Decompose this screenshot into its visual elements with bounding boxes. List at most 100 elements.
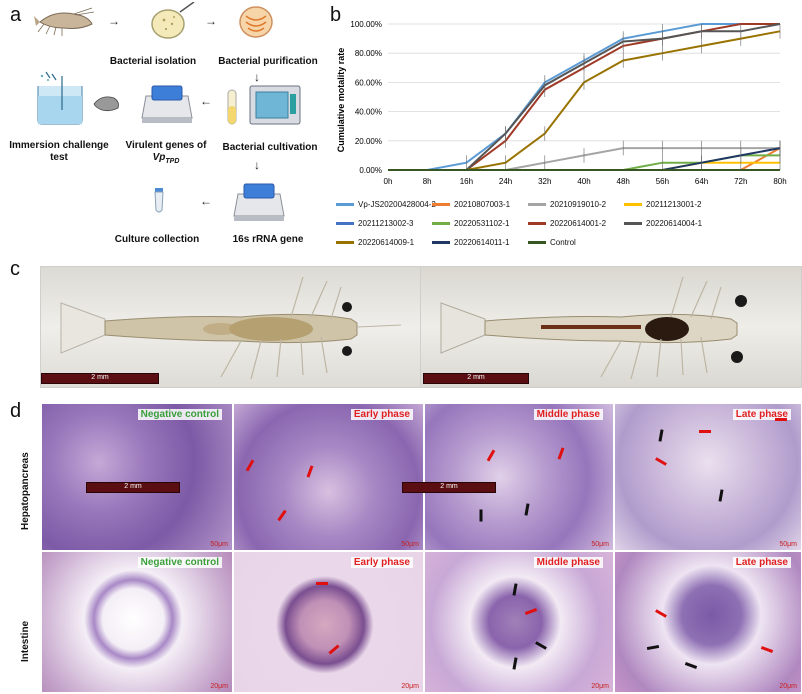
- row-label-hepatopancreas: Hepatopancreas: [20, 452, 31, 530]
- y-tick-label: 40.00%: [355, 108, 382, 117]
- aquarium-tank-icon: [37, 71, 83, 125]
- x-tick-label: 32h: [538, 177, 551, 186]
- red-pointer-arrow: [655, 457, 667, 466]
- bacterial-cultivation-label: Bacterial cultivation: [222, 142, 318, 153]
- histology-phase-title: Middle phase: [533, 557, 603, 568]
- legend-item: 20220614004-1: [624, 219, 702, 228]
- histology-phase-title: Late phase: [732, 409, 791, 420]
- sequencer-icon: [233, 183, 285, 221]
- legend-item: 20210919010-2: [528, 200, 606, 209]
- chart-x-ticks: 0h 8h 16h 24h 32h 40h 48h 56h 64h 72h 80h: [384, 177, 787, 186]
- legend-label: 20211213002-3: [358, 219, 414, 228]
- chart-lines: [388, 23, 781, 171]
- immersion-challenge-label: Immersion challenge test: [9, 140, 109, 163]
- black-pointer-arrow: [646, 644, 660, 651]
- histology-phase-title: Negative control: [137, 409, 222, 420]
- black-pointer-arrow: [658, 429, 664, 442]
- legend-swatch: [624, 222, 642, 225]
- scale-bar: 2 mm: [423, 373, 529, 384]
- red-pointer-arrow: [699, 430, 711, 433]
- legend-label: 20220614004-1: [646, 219, 703, 228]
- flow-arrow: →: [108, 14, 120, 28]
- micro-scale-label: 20μm: [401, 683, 419, 690]
- black-pointer-arrow: [524, 503, 530, 516]
- legend-swatch: [624, 203, 642, 206]
- legend-swatch: [432, 241, 450, 244]
- legend-swatch: [336, 241, 354, 244]
- row-label-intestine: Intestine: [20, 620, 31, 662]
- legend-label: Vp-JS20200428004-2: [358, 200, 436, 209]
- legend-label: 20220614009-1: [358, 238, 415, 247]
- legend-swatch: [336, 222, 354, 225]
- vial-icon: [154, 188, 164, 213]
- legend-item: 20220614001-2: [528, 219, 606, 228]
- histology-phase-title: Middle phase: [533, 409, 603, 420]
- y-tick-label: 80.00%: [355, 49, 382, 58]
- micro-scale-label: 50μm: [210, 541, 228, 548]
- y-tick-label: 0.00%: [359, 166, 382, 175]
- red-pointer-arrow: [655, 609, 667, 618]
- legend-item: 20220531102-1: [432, 219, 509, 228]
- legend-swatch: [432, 222, 450, 225]
- legend-item: Vp-JS20200428004-2: [336, 200, 436, 209]
- histology-image: Middle phase 20μm: [425, 552, 613, 692]
- shrimp-larva-image: [440, 276, 747, 380]
- shrimp-larva-image: [60, 276, 402, 380]
- histology-phase-title: Negative control: [137, 557, 222, 568]
- shrimp-small-icon: [93, 96, 119, 112]
- red-pointer-arrow: [277, 509, 287, 522]
- culture-collection-label: Culture collection: [114, 234, 200, 245]
- histology-image: Early phase 20μm: [234, 552, 423, 692]
- mortality-chart: 0.00% 20.00% 40.00% 60.00% 80.00% 100.00% 0h 8…: [336, 20, 787, 186]
- histology-phase-title: Early phase: [350, 557, 413, 568]
- panel-label-b: b: [330, 4, 342, 26]
- red-pointer-arrow: [316, 582, 328, 585]
- legend-label: 20220614011-1: [454, 238, 510, 247]
- x-tick-label: 56h: [656, 177, 669, 186]
- black-pointer-arrow: [684, 662, 698, 669]
- legend-label: 20220531102-1: [454, 219, 510, 228]
- x-tick-label: 24h: [499, 177, 512, 186]
- legend-label: 20210807003-1: [454, 200, 511, 209]
- histology-phase-title: Late phase: [732, 557, 791, 568]
- histology-phase-title: Early phase: [350, 409, 413, 420]
- histology-image: Early phase 50μm: [234, 404, 423, 550]
- legend-item: 20211213002-3: [336, 219, 413, 228]
- y-tick-label: 20.00%: [355, 137, 382, 146]
- chart-y-axis-label: Cumulative motality rate: [336, 48, 346, 153]
- black-pointer-arrow: [718, 489, 724, 502]
- red-pointer-arrow: [524, 608, 538, 615]
- petri-dish-icon: [151, 2, 195, 39]
- histology-image: Middle phase 50μm: [425, 404, 613, 550]
- x-tick-label: 8h: [423, 177, 432, 186]
- x-tick-label: 48h: [617, 177, 630, 186]
- micro-scale-label: 50μm: [779, 541, 797, 548]
- black-pointer-arrow: [479, 509, 483, 522]
- histology-image: Negative control 20μm: [42, 552, 232, 692]
- histology-image: Late phase 20μm: [615, 552, 801, 692]
- y-tick-label: 60.00%: [355, 78, 382, 87]
- legend-item: 20211213001-2: [624, 200, 701, 209]
- legend-item: 20220614011-1: [432, 238, 509, 247]
- x-tick-label: 72h: [734, 177, 747, 186]
- flow-arrow: ↓: [254, 70, 260, 84]
- panel-label-c: c: [10, 258, 20, 280]
- chart-legend: Vp-JS20200428004-2 20210807003-1 202109190…: [332, 196, 798, 260]
- x-tick-label: 40h: [577, 177, 590, 186]
- shrimp-photo-control: 2 mm: [40, 266, 422, 388]
- legend-item: Control: [528, 238, 576, 247]
- legend-swatch: [528, 241, 546, 244]
- black-pointer-arrow: [512, 583, 518, 596]
- red-pointer-arrow: [760, 646, 774, 653]
- x-tick-label: 64h: [695, 177, 708, 186]
- flow-arrow: ←: [200, 194, 212, 208]
- red-pointer-arrow: [557, 447, 565, 460]
- shrimp-icon: [34, 7, 94, 36]
- rrna-gene-label: 16s rRNA gene: [232, 234, 304, 245]
- histology-image: Late phase 50μm: [615, 404, 801, 550]
- black-pointer-arrow: [535, 641, 547, 650]
- black-pointer-arrow: [512, 657, 518, 670]
- overlay-scale-bar: 2 mm: [402, 482, 496, 493]
- red-pointer-arrow: [328, 644, 340, 655]
- histology-image: Negative control 50μm: [42, 404, 232, 550]
